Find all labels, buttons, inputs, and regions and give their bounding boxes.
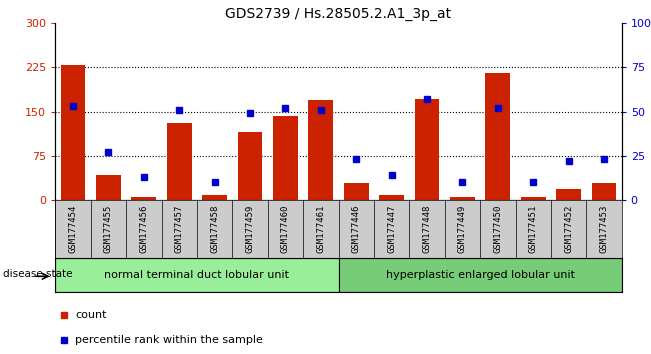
Bar [202, 195, 227, 200]
Bar [415, 98, 439, 200]
Bar [592, 183, 616, 200]
Bar [556, 189, 581, 200]
Bar [61, 65, 85, 200]
Text: GSM177461: GSM177461 [316, 205, 326, 253]
Text: GSM177458: GSM177458 [210, 205, 219, 253]
Bar [309, 100, 333, 200]
Text: count: count [75, 310, 107, 320]
Bar [339, 258, 622, 292]
Text: GSM177446: GSM177446 [352, 205, 361, 253]
Text: disease state: disease state [3, 269, 73, 279]
Bar [521, 197, 546, 200]
Text: GSM177450: GSM177450 [493, 205, 503, 253]
Bar [380, 195, 404, 200]
Text: GSM177460: GSM177460 [281, 205, 290, 253]
Text: normal terminal duct lobular unit: normal terminal duct lobular unit [104, 270, 290, 280]
Bar [132, 197, 156, 200]
Text: GSM177455: GSM177455 [104, 205, 113, 253]
Bar [238, 132, 262, 200]
Text: GSM177449: GSM177449 [458, 205, 467, 253]
Bar [344, 183, 368, 200]
Text: GSM177457: GSM177457 [174, 205, 184, 253]
Text: hyperplastic enlarged lobular unit: hyperplastic enlarged lobular unit [385, 270, 575, 280]
Text: GSM177451: GSM177451 [529, 205, 538, 253]
Title: GDS2739 / Hs.28505.2.A1_3p_at: GDS2739 / Hs.28505.2.A1_3p_at [225, 7, 452, 21]
Text: GSM177454: GSM177454 [68, 205, 77, 253]
Text: GSM177456: GSM177456 [139, 205, 148, 253]
Text: GSM177453: GSM177453 [600, 205, 609, 253]
Bar [450, 197, 475, 200]
Text: GSM177459: GSM177459 [245, 205, 255, 253]
Text: percentile rank within the sample: percentile rank within the sample [75, 335, 263, 345]
Bar [96, 175, 121, 200]
Text: GSM177448: GSM177448 [422, 205, 432, 253]
Bar [273, 116, 298, 200]
Bar [55, 258, 339, 292]
Bar [486, 73, 510, 200]
Bar [167, 123, 191, 200]
Text: GSM177452: GSM177452 [564, 205, 573, 253]
Text: GSM177447: GSM177447 [387, 205, 396, 253]
